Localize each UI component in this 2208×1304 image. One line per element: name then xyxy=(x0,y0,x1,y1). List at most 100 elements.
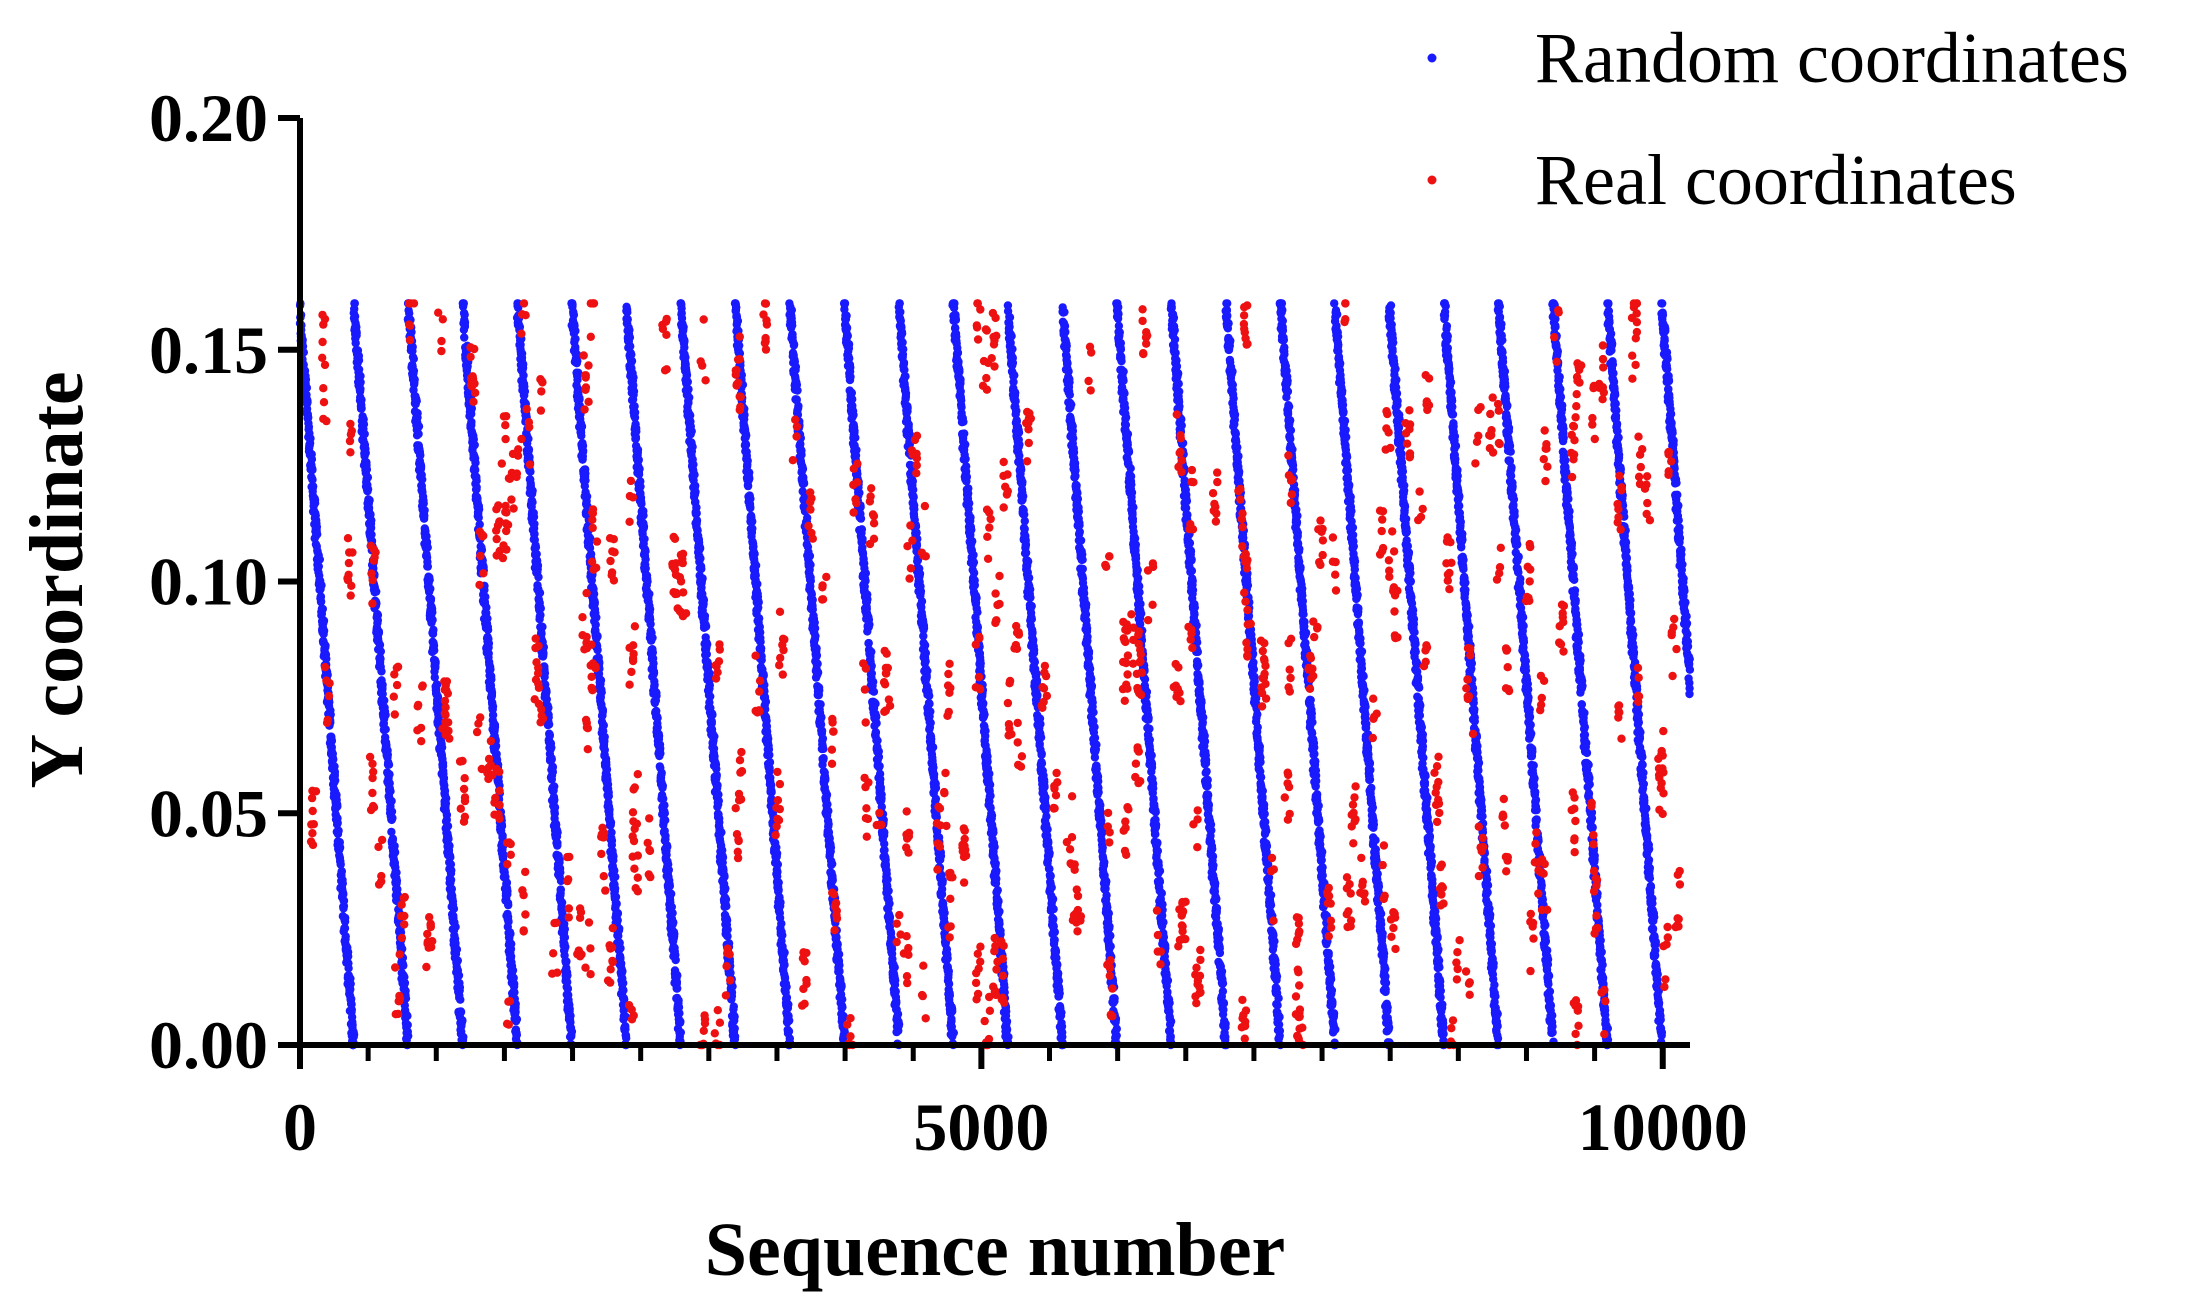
random-coordinate-point xyxy=(923,666,932,676)
random-coordinate-point xyxy=(969,550,978,560)
random-coordinate-point xyxy=(973,623,982,632)
random-coordinate-point xyxy=(765,758,775,767)
random-coordinate-point xyxy=(959,417,968,426)
random-coordinate-point xyxy=(420,506,429,515)
random-coordinate-point xyxy=(474,505,484,514)
random-coordinate-point xyxy=(692,516,702,525)
random-coordinate-point xyxy=(460,318,470,327)
random-coordinate-point xyxy=(460,333,469,342)
random-coordinate-point xyxy=(354,356,364,365)
random-coordinate-point xyxy=(388,834,398,843)
random-coordinate-point xyxy=(754,598,763,607)
random-coordinate-point xyxy=(773,860,782,869)
random-coordinate-point xyxy=(785,1016,794,1025)
random-coordinate-point xyxy=(812,651,822,660)
random-coordinate-point xyxy=(838,1003,847,1012)
random-coordinate-point xyxy=(819,754,828,763)
random-coordinate-point xyxy=(810,624,820,633)
random-coordinate-point xyxy=(793,386,802,395)
random-coordinate-point xyxy=(467,417,476,427)
random-coordinate-point xyxy=(699,595,709,605)
random-coordinate-point xyxy=(782,982,791,991)
random-coordinate-point xyxy=(780,960,789,970)
random-coordinate-point xyxy=(822,790,832,799)
random-coordinate-point xyxy=(483,625,493,635)
random-coordinate-point xyxy=(920,641,930,650)
random-coordinate-point xyxy=(344,952,353,961)
random-coordinate-point xyxy=(602,765,612,774)
random-coordinate-point xyxy=(388,813,397,823)
random-coordinate-point xyxy=(528,498,537,507)
random-coordinate-point xyxy=(633,445,643,454)
random-coordinate-point xyxy=(927,734,936,744)
random-coordinate-point xyxy=(381,725,390,734)
random-coordinate-point xyxy=(650,680,659,689)
random-coordinate-point xyxy=(361,448,370,458)
random-coordinate-point xyxy=(943,954,952,963)
random-coordinate-point xyxy=(708,710,717,720)
random-coordinate-point xyxy=(534,572,543,582)
random-coordinate-point xyxy=(653,713,662,723)
random-coordinate-point xyxy=(550,803,560,812)
random-coordinate-point xyxy=(322,654,331,663)
random-coordinate-point xyxy=(555,855,564,864)
random-coordinate-point xyxy=(805,551,815,561)
random-coordinate-point xyxy=(701,622,711,631)
random-coordinate-point xyxy=(553,838,562,848)
random-coordinate-point xyxy=(451,922,460,932)
random-coordinate-point xyxy=(632,427,641,436)
random-coordinate-point xyxy=(901,389,911,398)
random-coordinate-point xyxy=(622,1033,631,1043)
random-coordinate-point xyxy=(871,728,881,737)
random-coordinate-point xyxy=(399,961,408,970)
random-coordinate-point xyxy=(612,899,621,908)
random-coordinate-point xyxy=(751,571,760,580)
random-coordinate-point xyxy=(426,584,435,593)
random-coordinate-point xyxy=(338,879,347,888)
random-coordinate-point xyxy=(517,349,527,358)
random-coordinate-point xyxy=(542,687,551,697)
random-coordinate-point xyxy=(378,680,387,689)
random-coordinate-point xyxy=(944,967,953,976)
random-coordinate-point xyxy=(843,331,852,340)
random-coordinate-point xyxy=(471,458,480,467)
random-coordinate-point xyxy=(312,522,322,532)
random-coordinate-point xyxy=(773,867,782,877)
random-coordinate-point xyxy=(712,770,721,780)
random-coordinate-point xyxy=(331,776,340,785)
random-coordinate-point xyxy=(579,446,588,455)
random-coordinate-point xyxy=(973,608,982,617)
random-coordinate-point xyxy=(376,654,385,663)
random-coordinate-point xyxy=(803,513,812,522)
random-coordinate-point xyxy=(484,639,494,648)
random-coordinate-point xyxy=(951,315,961,325)
random-coordinate-point xyxy=(748,524,757,533)
random-coordinate-point xyxy=(490,722,500,732)
random-coordinate-point xyxy=(459,1032,468,1042)
random-coordinate-point xyxy=(871,699,880,708)
random-coordinate-point xyxy=(623,315,632,324)
random-coordinate-point xyxy=(884,886,893,896)
random-coordinate-point xyxy=(571,326,580,336)
random-coordinate-point xyxy=(899,345,908,354)
random-coordinate-point xyxy=(416,462,426,471)
random-coordinate-point xyxy=(895,299,904,308)
random-coordinate-point xyxy=(430,646,439,655)
random-coordinate-point xyxy=(873,736,882,745)
random-coordinate-point xyxy=(428,608,437,617)
random-coordinate-point xyxy=(819,744,828,754)
random-coordinate-point xyxy=(821,775,830,785)
random-coordinate-point xyxy=(940,908,949,918)
random-coordinate-point xyxy=(668,908,677,918)
random-coordinate-point xyxy=(508,966,518,975)
random-coordinate-point xyxy=(381,710,390,720)
random-coordinate-point xyxy=(339,890,348,899)
random-coordinate-point xyxy=(392,876,402,885)
random-coordinate-point xyxy=(908,477,917,486)
random-coordinate-point xyxy=(723,925,732,934)
random-coordinate-point xyxy=(314,562,323,571)
random-coordinate-point xyxy=(354,365,364,374)
random-coordinate-point xyxy=(357,395,366,404)
random-coordinate-point xyxy=(591,620,600,629)
random-coordinate-point xyxy=(956,375,965,384)
